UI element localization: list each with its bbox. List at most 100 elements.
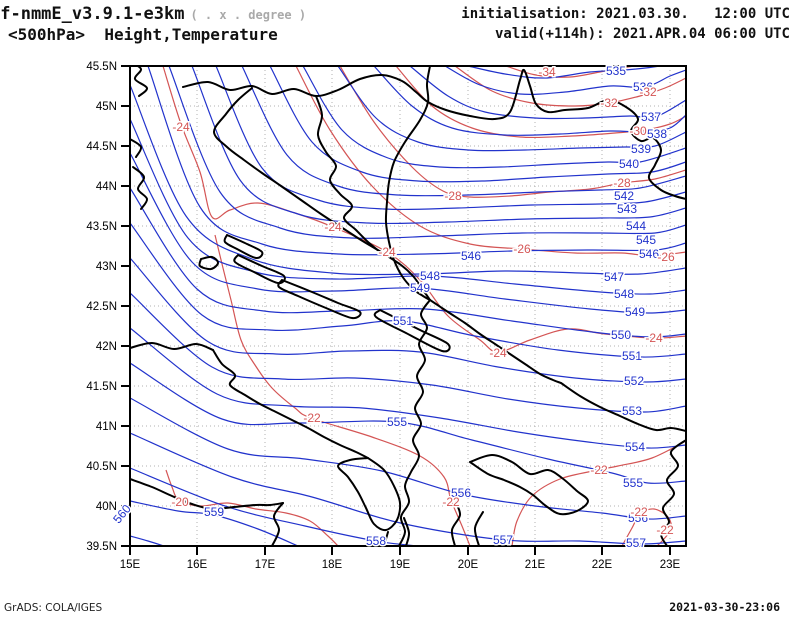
coast-calabria-coast xyxy=(271,502,284,546)
height-contour-539 xyxy=(337,66,686,152)
height-label-551: 551 xyxy=(393,314,413,328)
lat-label-39.5N: 39.5N xyxy=(86,541,117,553)
height-label-551: 551 xyxy=(622,349,642,363)
height-contour-560 xyxy=(130,535,165,546)
height-contour-557 xyxy=(130,432,686,545)
temp-label--22: -22 xyxy=(590,463,608,477)
lon-label-15E: 15E xyxy=(120,559,141,571)
coast-right-edge-border xyxy=(660,439,686,546)
height-label-535: 535 xyxy=(606,64,626,78)
height-label-559: 559 xyxy=(204,505,224,519)
coast-heel-loop xyxy=(337,457,402,532)
lat-label-41N: 41N xyxy=(96,421,117,433)
temp-contour--20 xyxy=(165,469,339,546)
height-label-548: 548 xyxy=(420,269,440,283)
height-label-555: 555 xyxy=(387,415,407,429)
height-label-553: 553 xyxy=(622,404,642,418)
height-label-537: 537 xyxy=(641,110,661,124)
temp-label--24: -24 xyxy=(324,220,342,234)
height-label-545: 545 xyxy=(636,233,656,247)
coast-kosovo-chain xyxy=(429,299,562,384)
lat-label-43N: 43N xyxy=(96,261,117,273)
init-time: initialisation: 2021.03.30. 12:00 UTC xyxy=(461,6,790,22)
model-title: rf-nmmE_v3.9.1-e3km xyxy=(0,4,185,24)
temp-label--22: -22 xyxy=(442,495,460,509)
temp-label--22: -22 xyxy=(630,505,648,519)
height-contour-544 xyxy=(191,66,686,225)
lon-label-17E: 17E xyxy=(255,559,276,571)
temp-label--28: -28 xyxy=(444,189,462,203)
time-info: initialisation: 2021.03.30. 12:00 UTC va… xyxy=(461,4,790,44)
temp-label--24: -24 xyxy=(645,331,663,345)
lat-label-44N: 44N xyxy=(96,181,117,193)
temp-contour--22 xyxy=(511,440,686,546)
height-label-540: 540 xyxy=(619,157,639,171)
coast-heel-south-1 xyxy=(383,531,389,546)
coast-island-b xyxy=(233,254,286,285)
height-contour-559 xyxy=(130,500,299,546)
temp-label--20: -20 xyxy=(171,495,189,509)
temp-label--26: -26 xyxy=(513,242,531,256)
temp-label--26: -26 xyxy=(657,250,675,264)
lon-label-18E: 18E xyxy=(322,559,343,571)
height-contour-540 xyxy=(302,66,686,169)
height-contour-553 xyxy=(130,292,686,413)
temp-label--22: -22 xyxy=(303,411,321,425)
height-label-557: 557 xyxy=(493,533,513,547)
height-label-555: 555 xyxy=(623,476,643,490)
height-label-546: 546 xyxy=(639,247,659,261)
coast-heel-south-2 xyxy=(403,517,411,546)
height-label-549: 549 xyxy=(625,305,645,319)
coast-puglia-coast xyxy=(212,349,369,459)
height-contour-535 xyxy=(467,66,664,79)
temp-label--24: -24 xyxy=(172,120,190,134)
height-label-543: 543 xyxy=(617,202,637,216)
plot-title: <500hPa> Height,Temperature xyxy=(8,25,278,44)
height-contour-549 xyxy=(130,152,686,314)
height-contour-552 xyxy=(130,257,686,383)
height-contours xyxy=(130,66,686,546)
lon-label-16E: 16E xyxy=(187,559,208,571)
lat-label-42N: 42N xyxy=(96,341,117,353)
coast-island-c xyxy=(277,279,362,320)
lat-label-43.5N: 43.5N xyxy=(86,221,117,233)
height-label-558: 558 xyxy=(366,534,386,548)
coast-se-border xyxy=(560,382,686,432)
height-label-548: 548 xyxy=(614,287,634,301)
coast-north-border xyxy=(182,68,686,200)
lat-label-45N: 45N xyxy=(96,101,117,113)
lon-label-22E: 22E xyxy=(592,559,613,571)
axes: 45.5N 45N 44.5N 44N 43.5N 43N 42.5N 42N 41.5N 41N… xyxy=(86,61,680,571)
height-contour-556 xyxy=(130,397,686,520)
temp-label--28: -28 xyxy=(613,176,631,190)
temp-label--22: -22 xyxy=(656,523,674,537)
height-label-556: 556 xyxy=(451,486,471,500)
coast-island-edge-1 xyxy=(130,138,143,158)
coast-island-a xyxy=(223,234,264,260)
temp-contour--22 xyxy=(214,234,471,546)
grads-stamp: GrADS: COLA/IGES xyxy=(4,602,103,614)
height-contour-548 xyxy=(130,118,686,295)
lon-label-21E: 21E xyxy=(525,559,546,571)
height-contour-536 xyxy=(444,66,686,95)
coast-drina-border xyxy=(384,66,431,301)
height-label-544: 544 xyxy=(626,219,646,233)
lat-label-40N: 40N xyxy=(96,501,117,513)
temp-contour--32 xyxy=(454,66,686,107)
height-contour-545 xyxy=(168,66,686,239)
height-contour-550 xyxy=(130,187,686,338)
height-contour-555 xyxy=(130,362,686,484)
valid-time: valid(+114h): 2021.APR.04 06:00 UTC xyxy=(494,26,790,42)
height-label-557: 557 xyxy=(626,536,646,550)
lat-label-42.5N: 42.5N xyxy=(86,301,117,313)
temp-label--24: -24 xyxy=(378,245,396,259)
coastlines-borders xyxy=(130,66,686,546)
height-label-538: 538 xyxy=(647,127,667,141)
coast-bottom-border-1 xyxy=(450,488,464,546)
coast-albania-coast xyxy=(398,299,431,546)
height-contour-547 xyxy=(130,84,686,276)
temp-label--24: -24 xyxy=(489,346,507,360)
